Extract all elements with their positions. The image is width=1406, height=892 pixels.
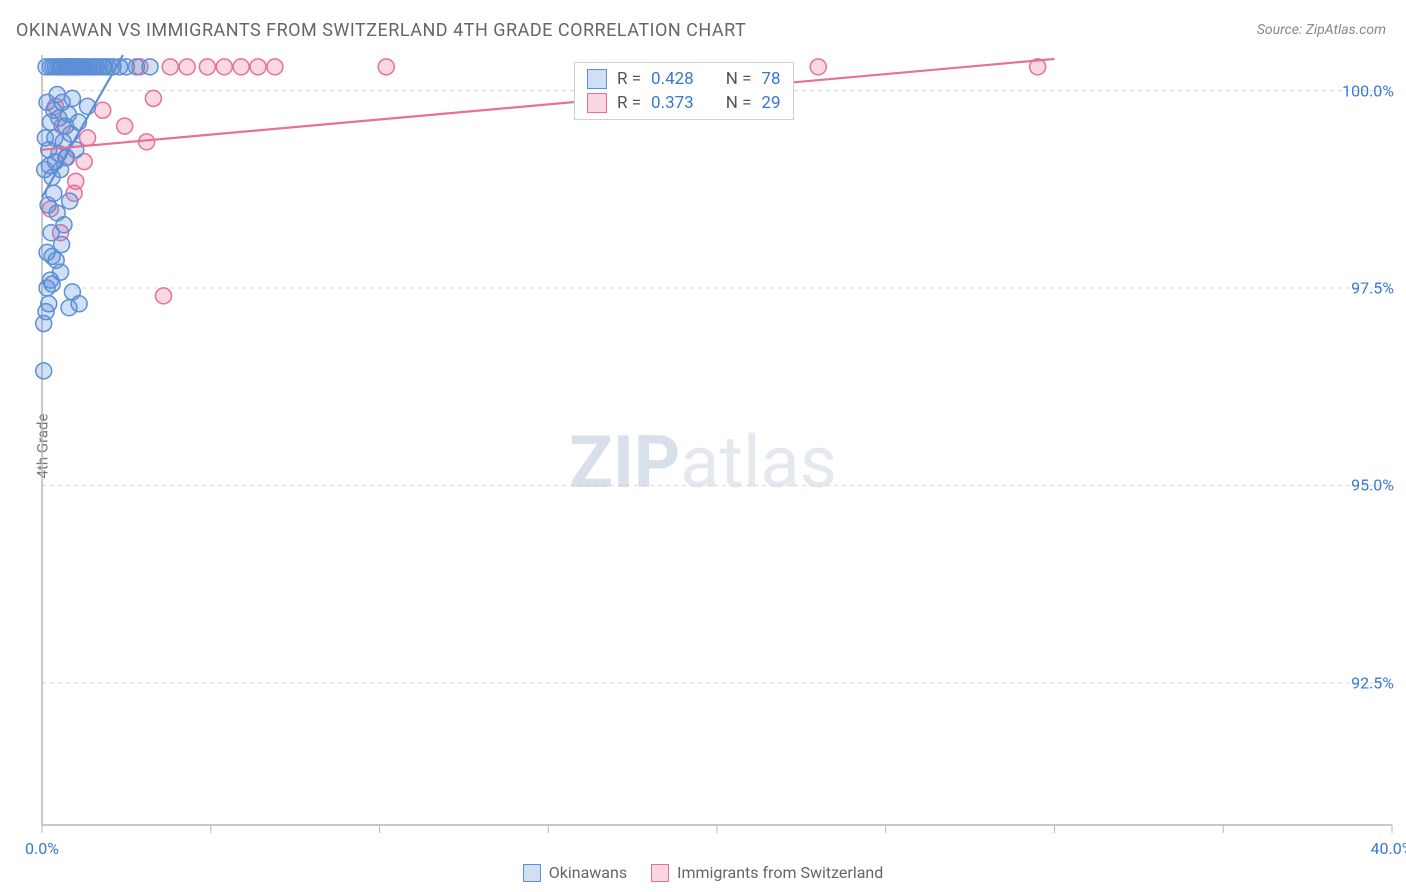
y-tick-label: 100.0% [1342, 81, 1394, 100]
scatter-plot [42, 55, 1392, 825]
x-tick-label: 40.0% [1371, 839, 1406, 858]
legend-label-okinawans: Okinawans [549, 863, 627, 882]
stat-row-swiss: R = 0.373 N = 29 [587, 93, 781, 113]
stat-n-value: 78 [761, 69, 780, 89]
stat-r-label: R = [617, 69, 641, 89]
legend-bottom: Okinawans Immigrants from Switzerland [0, 863, 1406, 882]
chart-title: OKINAWAN VS IMMIGRANTS FROM SWITZERLAND … [16, 20, 746, 41]
stat-r-value: 0.428 [651, 69, 694, 89]
legend-swatch-swiss [651, 864, 669, 882]
legend-item-swiss: Immigrants from Switzerland [651, 863, 883, 882]
swatch-okinawans [587, 69, 607, 89]
legend-label-swiss: Immigrants from Switzerland [677, 863, 883, 882]
y-tick-label: 92.5% [1351, 673, 1394, 692]
stat-row-okinawans: R = 0.428 N = 78 [587, 69, 781, 89]
plot-svg [42, 55, 1392, 825]
swatch-swiss [587, 93, 607, 113]
y-tick-label: 95.0% [1351, 476, 1394, 495]
legend-item-okinawans: Okinawans [523, 863, 627, 882]
correlation-legend-box: R = 0.428 N = 78 R = 0.373 N = 29 [574, 62, 794, 120]
stat-n-label: N = [726, 93, 752, 113]
legend-swatch-okinawans [523, 864, 541, 882]
stat-r-value: 0.373 [651, 93, 694, 113]
source-attribution: Source: ZipAtlas.com [1257, 22, 1386, 38]
stat-r-label: R = [617, 93, 641, 113]
y-tick-label: 97.5% [1351, 278, 1394, 297]
stat-n-label: N = [726, 69, 752, 89]
stat-n-value: 29 [761, 93, 780, 113]
x-tick-label: 0.0% [25, 839, 59, 858]
